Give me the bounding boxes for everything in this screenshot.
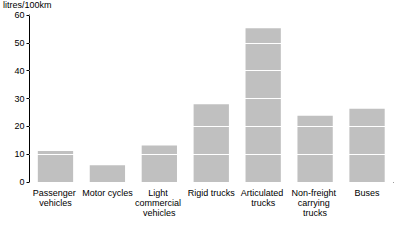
svg-text:0: 0 bbox=[19, 177, 24, 187]
svg-text:Buses: Buses bbox=[355, 188, 381, 198]
svg-text:trucks: trucks bbox=[303, 208, 328, 218]
svg-text:Light: Light bbox=[148, 188, 170, 198]
svg-text:60: 60 bbox=[14, 10, 24, 20]
svg-text:trucks: trucks bbox=[251, 198, 276, 208]
svg-text:commercial: commercial bbox=[135, 198, 184, 208]
svg-text:Non-freight: Non-freight bbox=[292, 188, 339, 198]
svg-text:carrying: carrying bbox=[298, 198, 333, 208]
svg-text:Passenger: Passenger bbox=[33, 188, 79, 198]
svg-text:Motor cycles: Motor cycles bbox=[82, 188, 133, 198]
svg-text:30: 30 bbox=[14, 94, 24, 104]
svg-text:vehicles: vehicles bbox=[143, 208, 176, 218]
svg-text:vehicles: vehicles bbox=[39, 198, 72, 208]
svg-text:40: 40 bbox=[14, 66, 24, 76]
svg-text:litres/100km: litres/100km bbox=[3, 0, 52, 10]
svg-text:Articulated: Articulated bbox=[241, 188, 286, 198]
svg-text:20: 20 bbox=[14, 121, 24, 131]
svg-text:10: 10 bbox=[14, 149, 24, 159]
svg-text:50: 50 bbox=[14, 38, 24, 48]
svg-text:Rigid trucks: Rigid trucks bbox=[188, 188, 236, 198]
